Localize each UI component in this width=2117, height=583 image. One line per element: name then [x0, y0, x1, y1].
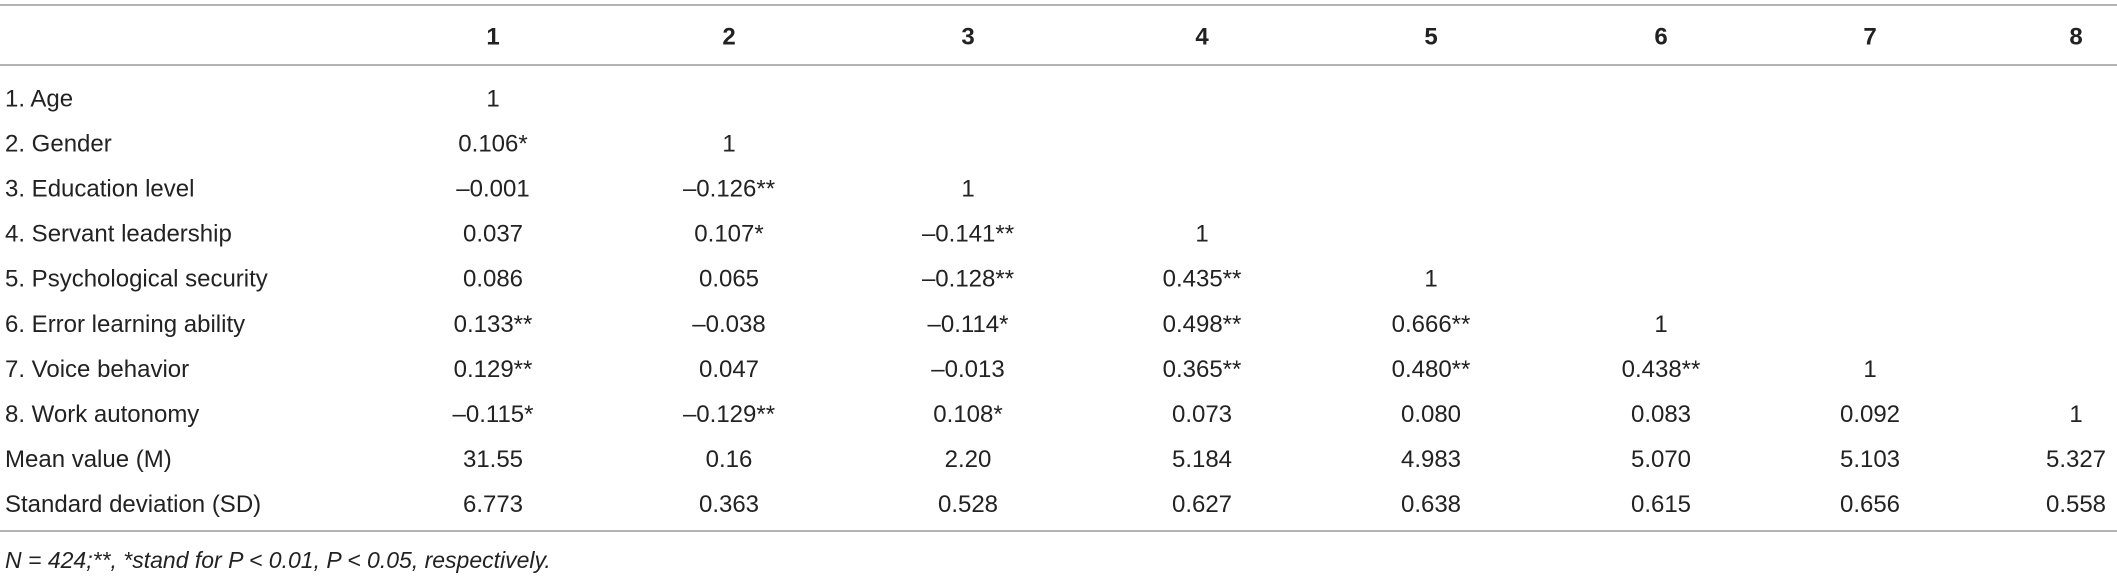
column-header: 2	[722, 23, 735, 50]
cell: 0.092	[1840, 401, 1900, 428]
cell: 0.627	[1172, 491, 1232, 518]
cell: 31.55	[463, 446, 523, 473]
row-label: 5. Psychological security	[5, 266, 268, 293]
cell: 0.106*	[458, 130, 527, 157]
column-header: 8	[2069, 23, 2082, 50]
cell: –0.001	[456, 176, 529, 203]
cell: 2.20	[945, 446, 992, 473]
cell: 0.666**	[1392, 311, 1471, 338]
cell: 0.073	[1172, 401, 1232, 428]
cell: 0.129**	[454, 356, 533, 383]
cell: 0.365**	[1163, 356, 1242, 383]
row-label: 4. Servant leadership	[5, 221, 232, 248]
cell: 0.558	[2046, 491, 2106, 518]
cell: 1	[1195, 221, 1208, 248]
cell: 0.037	[463, 221, 523, 248]
row-label: 2. Gender	[5, 130, 112, 157]
cell: 1	[722, 130, 735, 157]
row-label: 7. Voice behavior	[5, 356, 189, 383]
cell: 0.065	[699, 266, 759, 293]
cell: 1	[1863, 356, 1876, 383]
cell: 0.047	[699, 356, 759, 383]
cell: –0.129**	[683, 401, 775, 428]
cell: 0.086	[463, 266, 523, 293]
cell: 0.080	[1401, 401, 1461, 428]
cell: 0.083	[1631, 401, 1691, 428]
footnote: N = 424;**, *stand for P < 0.01, P < 0.0…	[5, 547, 551, 573]
column-header: 1	[486, 23, 499, 50]
cell: 6.773	[463, 491, 523, 518]
cell: –0.114*	[928, 311, 1009, 338]
cell: 0.438**	[1622, 356, 1701, 383]
cell: –0.038	[692, 311, 765, 338]
column-header: 3	[961, 23, 974, 50]
cell: 0.133**	[454, 311, 533, 338]
cell: 5.327	[2046, 446, 2106, 473]
cell: –0.115*	[453, 401, 534, 428]
cell: 1	[486, 85, 499, 112]
column-header: 7	[1863, 23, 1876, 50]
cell: 0.16	[706, 446, 753, 473]
cell: 0.656	[1840, 491, 1900, 518]
column-header: 5	[1424, 23, 1437, 50]
cell: 5.103	[1840, 446, 1900, 473]
cell: 0.615	[1631, 491, 1691, 518]
cell: –0.126**	[683, 176, 775, 203]
cell: 1	[1424, 266, 1437, 293]
cell: 0.108*	[933, 401, 1002, 428]
row-label: Mean value (M)	[5, 446, 172, 473]
row-label: 3. Education level	[5, 176, 194, 203]
row-label: 6. Error learning ability	[5, 311, 245, 338]
cell: –0.141**	[922, 221, 1014, 248]
cell: 0.498**	[1163, 311, 1242, 338]
cell: 5.070	[1631, 446, 1691, 473]
row-label: 8. Work autonomy	[5, 401, 199, 428]
cell: 0.363	[699, 491, 759, 518]
cell: 0.528	[938, 491, 998, 518]
cell: 5.184	[1172, 446, 1232, 473]
column-header: 6	[1654, 23, 1667, 50]
cell: 0.107*	[694, 221, 763, 248]
cell: 4.983	[1401, 446, 1461, 473]
column-header: 4	[1195, 23, 1209, 50]
cell: 0.638	[1401, 491, 1461, 518]
row-label: Standard deviation (SD)	[5, 491, 261, 518]
cell: 0.480**	[1392, 356, 1471, 383]
cell: 0.435**	[1163, 266, 1242, 293]
cell: 1	[1654, 311, 1667, 338]
cell: –0.013	[931, 356, 1004, 383]
row-label: 1. Age	[5, 85, 73, 112]
cell: –0.128**	[922, 266, 1014, 293]
cell: 1	[2069, 401, 2082, 428]
cell: 1	[961, 176, 974, 203]
